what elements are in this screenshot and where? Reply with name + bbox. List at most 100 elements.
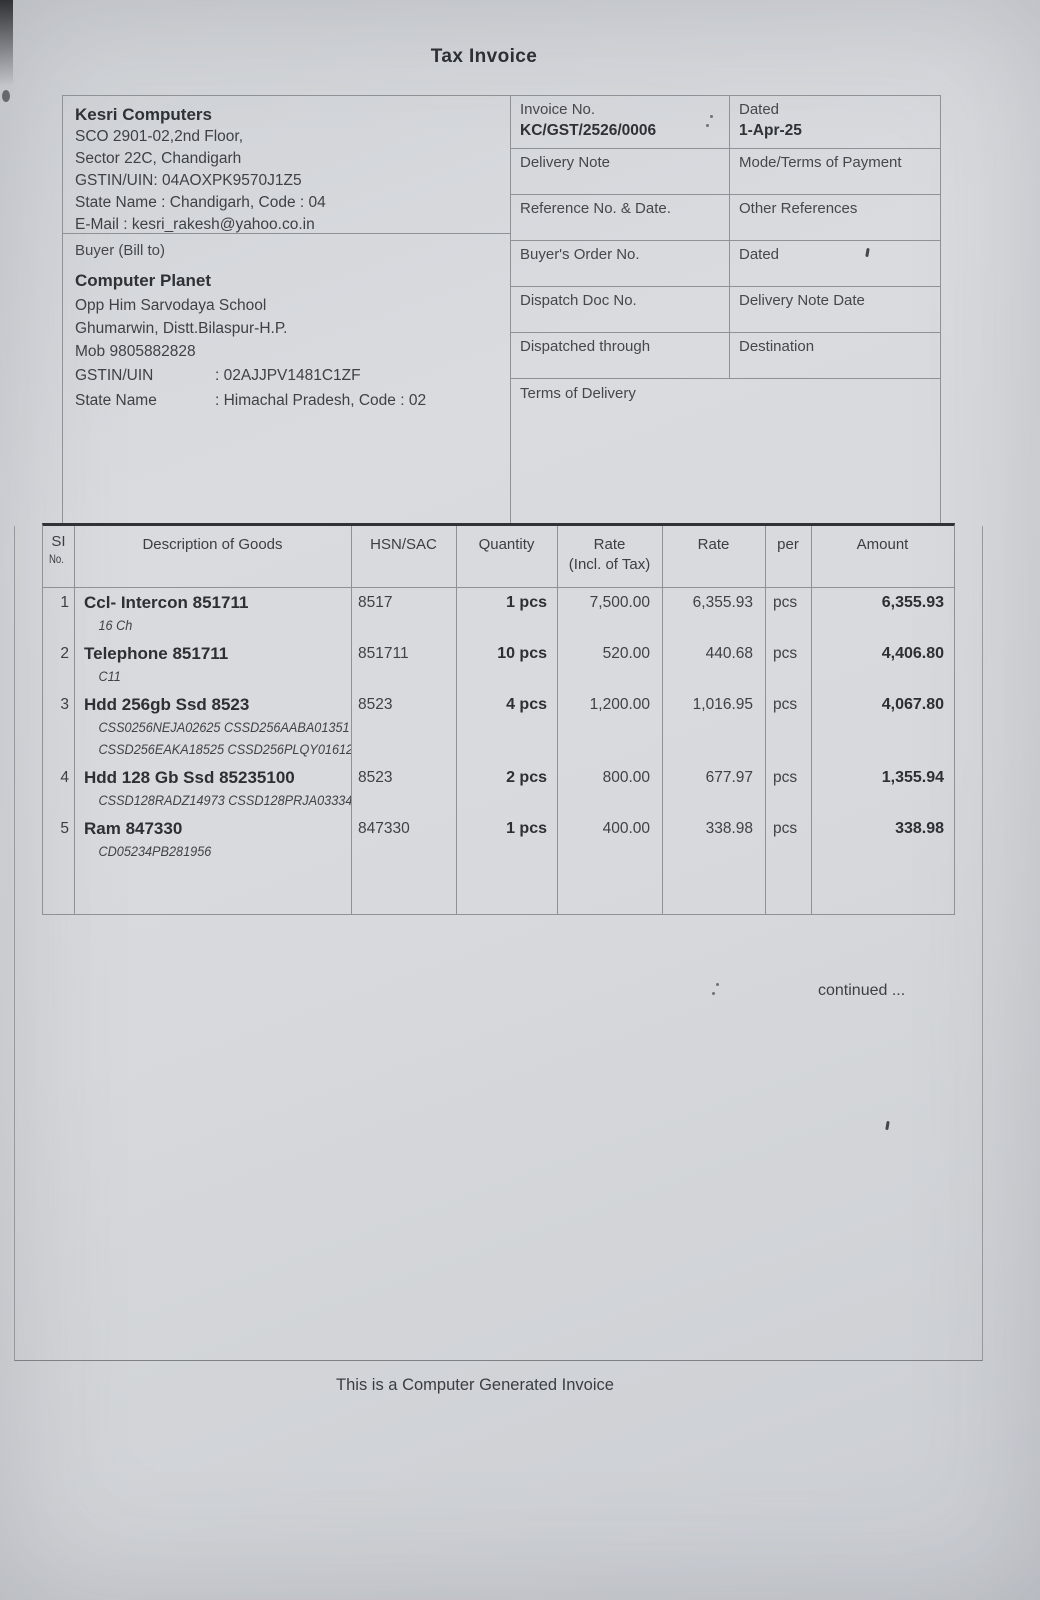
item-amount: 4,067.80 <box>881 696 944 713</box>
item-serial-numbers: CSS0256NEJA02625 CSSD256AABA01351 CSSD256… <box>74 717 351 761</box>
column-divider <box>662 526 663 914</box>
item-serial-line: C11 <box>98 669 121 684</box>
item-rate: 6,355.93 <box>692 594 753 611</box>
seller-gstin: GSTIN/UIN: 04AOXPK9570J1Z5 <box>75 172 302 189</box>
detail-cell-right: Mode/Terms of Payment <box>730 149 940 194</box>
detail-cell-right: Destination <box>730 333 940 378</box>
detail-label: Invoice No. <box>520 101 596 118</box>
column-divider <box>456 526 457 914</box>
item-sl-no: 5 <box>60 820 69 837</box>
detail-label: Delivery Note Date <box>739 292 865 309</box>
buyer-gstin-label: GSTIN/UIN <box>75 367 154 384</box>
detail-row: Buyer's Order No. Dated <box>511 241 940 287</box>
item-description: Telephone 851711 <box>84 644 229 663</box>
item-amount: 1,355.94 <box>881 769 944 786</box>
item-quantity: 10 pcs <box>497 645 547 662</box>
item-quantity: 2 pcs <box>506 769 547 786</box>
continuation-frame <box>14 526 983 1361</box>
item-description-cell: Ram 847330 CD05234PB281956 <box>74 817 351 863</box>
detail-row: Dispatch Doc No. Delivery Note Date <box>511 287 940 333</box>
item-quantity: 4 pcs <box>506 696 547 713</box>
seller-block: Kesri Computers SCO 2901-02,2nd Floor, S… <box>63 96 510 234</box>
column-divider <box>811 526 812 914</box>
detail-label: Dated <box>739 101 780 118</box>
seller-address-line: SCO 2901-02,2nd Floor, <box>75 128 244 145</box>
header-description: Description of Goods <box>142 536 283 553</box>
scan-artifact <box>712 992 715 995</box>
item-quantity: 1 pcs <box>506 594 547 611</box>
details-rows: Invoice No. KC/GST/2526/0006 Dated 1-Apr… <box>511 96 940 379</box>
item-serial-numbers: CSSD128RADZ14973 CSSD128PRJA03334 <box>74 790 351 812</box>
seller-email: E-Mail : kesri_rakesh@yahoo.co.in <box>75 216 315 233</box>
header-rate-incl-line1: Rate <box>593 536 626 553</box>
detail-cell-right: Dated <box>730 241 940 286</box>
item-rate: 1,016.95 <box>692 696 753 713</box>
header-sl-no: SI No. <box>43 526 74 587</box>
details-pane: Invoice No. KC/GST/2526/0006 Dated 1-Apr… <box>511 96 940 524</box>
invoice-header-box: Kesri Computers SCO 2901-02,2nd Floor, S… <box>62 95 941 525</box>
scan-artifact <box>706 124 709 127</box>
scan-smudge <box>0 0 13 115</box>
detail-value: 1-Apr-25 <box>739 122 802 139</box>
seller-state: State Name : Chandigarh, Code : 04 <box>75 194 326 211</box>
header-rate-incl: Rate (Incl. of Tax) <box>557 526 662 587</box>
item-amount: 338.98 <box>895 820 944 837</box>
page-title: Tax Invoice <box>430 46 538 67</box>
table-row: 1 Ccl- Intercon 851711 16 Ch 8517 1 pcs … <box>43 591 954 637</box>
buyer-gstin-row: GSTIN/UIN : 02AJJPV1481C1ZF <box>75 363 498 388</box>
header-amount: Amount <box>856 536 909 553</box>
seller-name: Kesri Computers <box>75 105 212 124</box>
buyer-name: Computer Planet <box>75 271 212 290</box>
item-serial-numbers: C11 <box>74 666 351 688</box>
item-description: Ram 847330 <box>84 819 183 838</box>
item-rate-incl-tax: 7,500.00 <box>589 594 650 611</box>
buyer-section-label: Buyer (Bill to) <box>75 242 166 259</box>
detail-label: Destination <box>739 338 815 355</box>
header-hsn: HSN/SAC <box>370 536 437 553</box>
detail-value: KC/GST/2526/0006 <box>520 122 657 139</box>
item-amount: 4,406.80 <box>881 645 944 662</box>
item-sl-no: 2 <box>60 645 69 662</box>
item-description-cell: Hdd 128 Gb Ssd 85235100 CSSD128RADZ14973… <box>74 766 351 812</box>
party-pane: Kesri Computers SCO 2901-02,2nd Floor, S… <box>63 96 511 524</box>
detail-cell-right: Dated 1-Apr-25 <box>730 96 940 148</box>
item-serial-line: CSS0256NEJA02625 CSSD256AABA01351 <box>98 720 350 735</box>
item-rate-incl-tax: 800.00 <box>602 769 650 786</box>
item-serial-line: CSSD256EAKA18525 CSSD256PLQY01612 <box>98 742 351 757</box>
item-description-cell: Ccl- Intercon 851711 16 Ch <box>74 591 351 637</box>
items-table: SI No. Description of Goods HSN/SAC Quan… <box>42 523 955 915</box>
buyer-state-row: State Name : Himachal Pradesh, Code : 02 <box>75 388 498 413</box>
item-per: pcs <box>773 696 798 713</box>
header-rate: Rate <box>697 536 730 553</box>
item-description: Ccl- Intercon 851711 <box>84 593 249 612</box>
column-divider <box>351 526 352 914</box>
terms-of-delivery-label: Terms of Delivery <box>520 385 636 402</box>
detail-cell-left: Buyer's Order No. <box>511 241 730 286</box>
column-divider <box>557 526 558 914</box>
item-per: pcs <box>773 769 798 786</box>
item-serial-line: CD05234PB281956 <box>98 844 212 859</box>
detail-cell-left: Invoice No. KC/GST/2526/0006 <box>511 96 730 148</box>
column-divider <box>765 526 766 914</box>
detail-label: Reference No. & Date. <box>520 200 671 217</box>
detail-label: Dispatch Doc No. <box>520 292 637 309</box>
detail-label: Buyer's Order No. <box>520 246 640 263</box>
item-quantity: 1 pcs <box>506 820 547 837</box>
item-hsn: 847330 <box>358 820 410 837</box>
header-rate-incl-line2: (Incl. of Tax) <box>568 556 651 573</box>
detail-row: Reference No. & Date. Other References <box>511 195 940 241</box>
detail-label: Dispatched through <box>520 338 651 355</box>
item-sl-no: 4 <box>60 769 69 786</box>
footer-note: This is a Computer Generated Invoice <box>336 1376 614 1394</box>
buyer-address-line: Mob 9805882828 <box>75 343 196 360</box>
item-description: Hdd 256gb Ssd 8523 <box>84 695 250 714</box>
detail-label: Mode/Terms of Payment <box>739 154 902 171</box>
detail-row: Invoice No. KC/GST/2526/0006 Dated 1-Apr… <box>511 96 940 149</box>
item-description: Hdd 128 Gb Ssd 85235100 <box>84 768 295 787</box>
item-rate-incl-tax: 1,200.00 <box>589 696 650 713</box>
item-rate: 677.97 <box>705 769 753 786</box>
item-rate: 440.68 <box>705 645 753 662</box>
header-quantity: Quantity <box>478 536 535 553</box>
header-no: No. <box>49 552 65 566</box>
